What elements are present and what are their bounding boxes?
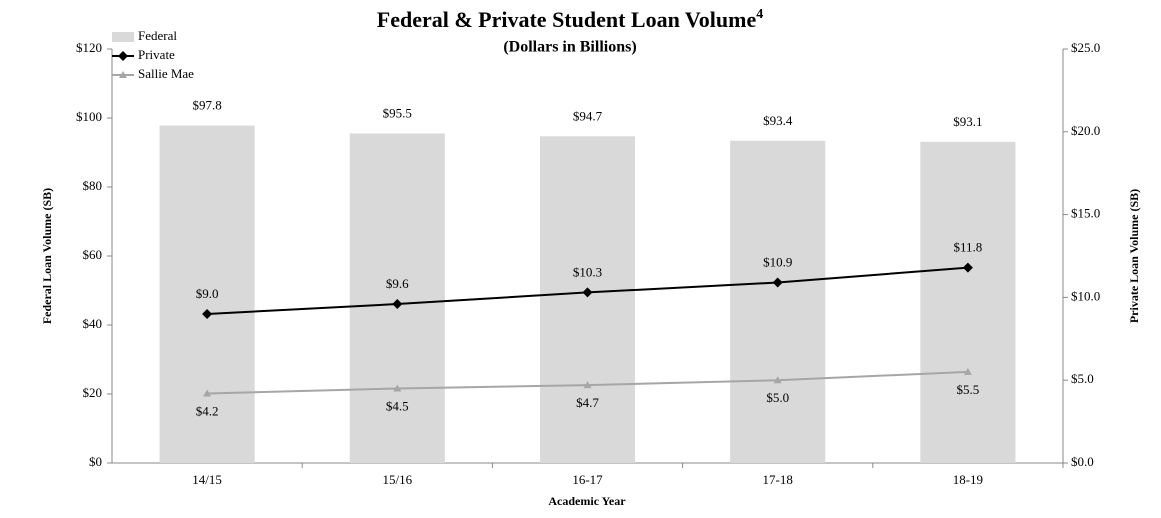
point-marker: [393, 384, 402, 392]
data-label: $93.1: [953, 114, 982, 129]
chart-title: Federal & Private Student Loan Volume: [377, 7, 757, 32]
y-axis-title: Federal Loan Volume (SB): [40, 188, 54, 324]
legend-label: Federal: [138, 28, 177, 43]
x-tick-label: 17-18: [763, 472, 793, 487]
y2-tick-label: $5.0: [1071, 371, 1094, 386]
point-marker: [203, 389, 212, 397]
point-marker: [392, 299, 403, 310]
y2-tick-label: $0.0: [1071, 454, 1094, 469]
data-label: $94.7: [573, 108, 603, 123]
y-tick-label: $0: [89, 454, 102, 469]
y-tick-label: $60: [83, 247, 103, 262]
bar: [349, 133, 445, 463]
data-label: $11.8: [954, 240, 983, 255]
data-label: $93.4: [763, 113, 793, 128]
legend-label: Sallie Mae: [138, 66, 194, 81]
x-tick-label: 18-19: [953, 472, 983, 487]
y-tick-label: $100: [76, 109, 102, 124]
bar: [920, 141, 1016, 463]
data-label: $4.5: [386, 398, 409, 413]
bar: [730, 140, 826, 463]
data-label: $10.9: [763, 254, 792, 269]
point-marker: [773, 376, 782, 384]
data-label: $9.0: [196, 286, 219, 301]
data-label: $10.3: [573, 264, 602, 279]
chart-title-group: Federal & Private Student Loan Volume4: [377, 7, 764, 32]
y2-tick-label: $15.0: [1071, 206, 1100, 221]
point-marker: [962, 262, 973, 273]
x-tick-label: 15/16: [382, 472, 412, 487]
y-tick-label: $120: [76, 40, 102, 55]
y2-tick-label: $20.0: [1071, 123, 1100, 138]
chart-subtitle: (Dollars in Billions): [503, 39, 636, 56]
point-marker: [202, 308, 213, 319]
x-tick-label: 16-17: [572, 472, 603, 487]
point-marker: [583, 381, 592, 389]
data-label: $95.5: [383, 106, 412, 121]
y-tick-label: $40: [83, 316, 103, 331]
data-label: $9.6: [386, 276, 409, 291]
data-label: $5.0: [766, 390, 789, 405]
legend-label: Private: [138, 47, 175, 62]
bar: [159, 125, 255, 463]
y2-tick-label: $25.0: [1071, 40, 1100, 55]
x-axis-title: Academic Year: [548, 494, 626, 508]
legend-marker: [119, 71, 127, 78]
data-label: $4.2: [196, 403, 219, 418]
data-label: $5.5: [957, 382, 980, 397]
y-tick-label: $20: [83, 385, 103, 400]
point-marker: [582, 287, 593, 298]
legend-swatch: [112, 32, 134, 42]
y-tick-label: $80: [83, 178, 103, 193]
x-tick-label: 14/15: [192, 472, 222, 487]
title-footnote: 4: [756, 7, 763, 22]
y2-tick-label: $10.0: [1071, 288, 1100, 303]
y2-axis-title: Private Loan Volume (SB): [1127, 189, 1141, 323]
point-marker: [772, 277, 783, 288]
data-label: $4.7: [576, 395, 599, 410]
point-marker: [963, 367, 972, 375]
bar: [539, 136, 636, 463]
data-label: $97.8: [192, 98, 221, 113]
legend-marker: [118, 51, 128, 61]
